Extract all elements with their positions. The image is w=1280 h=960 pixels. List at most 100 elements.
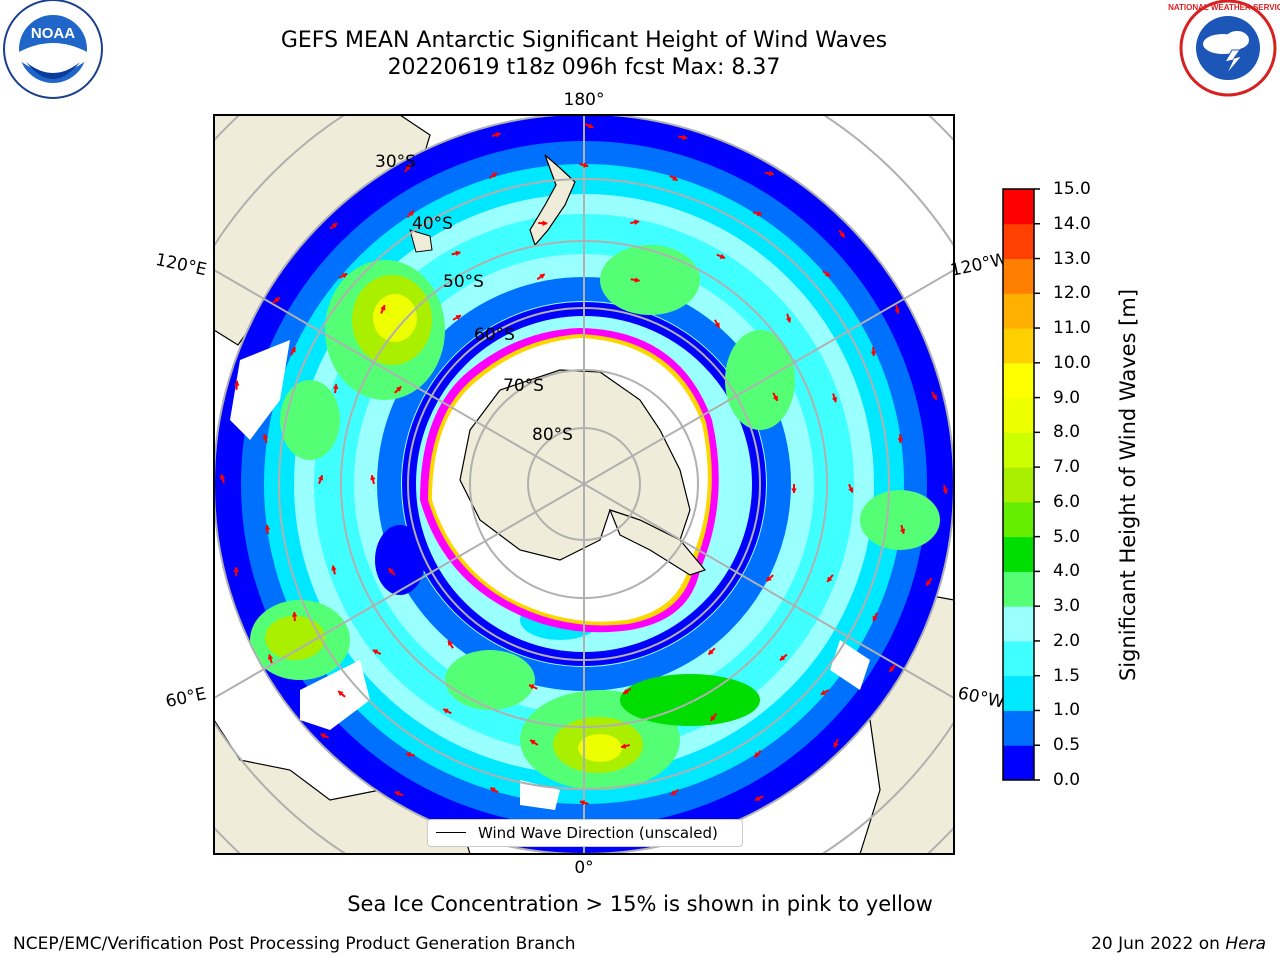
lat-label-40s: 40°S — [412, 214, 453, 234]
legend-label: Wind Wave Direction (unscaled) — [478, 824, 718, 842]
wave-direction-arrowhead — [634, 219, 640, 226]
colorbar-band — [1003, 640, 1034, 677]
colorbar-band — [1003, 293, 1034, 329]
wave-direction-arrowhead — [331, 565, 337, 571]
wave-direction-arrowhead — [681, 134, 688, 141]
wave-direction-arrowhead — [291, 611, 298, 617]
national-weather-service-logo-icon: NATIONAL WEATHER SERVICE — [1168, 0, 1280, 97]
map-legend: Wind Wave Direction (unscaled) — [427, 819, 743, 847]
colorbar-band — [1003, 675, 1034, 711]
lon-label-60w: 60°W — [956, 683, 1006, 712]
wave-direction-arrowhead — [219, 473, 226, 480]
wave-direction-arrowhead — [710, 715, 716, 722]
colorbar-tick-label: 2.0 — [1053, 630, 1081, 651]
colorbar-band — [1003, 710, 1034, 746]
wave-direction-arrowhead — [489, 787, 496, 793]
wave-direction-arrowhead — [634, 277, 641, 283]
wave-direction-arrowhead — [341, 273, 348, 279]
wave-direction-arrowhead — [754, 795, 761, 801]
wave-direction-arrowhead — [719, 253, 726, 259]
colorbar-tick-label: 13.0 — [1053, 248, 1091, 269]
wave-direction-arrowhead — [233, 566, 239, 572]
wave-direction-arrowhead — [233, 380, 240, 386]
lon-label-60e: 60°E — [164, 684, 208, 712]
colorbar-tick-label: 3.0 — [1053, 596, 1081, 617]
colorbar-band — [1003, 571, 1034, 607]
wave-direction-arrowhead — [542, 220, 548, 227]
lat-label-50s: 50°S — [443, 272, 484, 292]
colorbar-band — [1003, 362, 1034, 399]
wind-wave-arrows — [219, 123, 948, 847]
lon-label-180: 180° — [564, 90, 605, 110]
wave-direction-arrowhead — [372, 649, 379, 655]
wave-direction-arrowhead — [831, 396, 838, 403]
wave-direction-arrowhead — [455, 250, 462, 257]
lat-label-30s: 30°S — [375, 152, 416, 172]
wave-direction-arrowhead — [620, 743, 627, 749]
wave-direction-arrowhead — [495, 132, 501, 138]
wave-direction-arrowhead — [622, 688, 629, 695]
wave-direction-arrowhead — [290, 346, 296, 353]
wave-direction-arrowhead — [405, 751, 412, 758]
wave-direction-arrowhead — [833, 742, 839, 749]
wave-direction-arrowhead — [931, 394, 937, 401]
wave-direction-arrowhead — [754, 751, 760, 758]
wave-direction-arrowhead — [824, 271, 831, 277]
lon-label-120w: 120°W — [949, 249, 1010, 281]
svg-text:NATIONAL WEATHER SERVICE: NATIONAL WEATHER SERVICE — [1168, 3, 1280, 12]
colorbar-tick-label: 4.0 — [1053, 561, 1081, 582]
colorbar-tick-label: 1.0 — [1053, 700, 1081, 721]
wave-direction-arrowhead — [889, 666, 895, 673]
wave-direction-arrowhead — [380, 304, 386, 311]
colorbar-tick-label: 14.0 — [1053, 213, 1091, 234]
machine-name: Hera — [1225, 934, 1266, 954]
wave-direction-arrowhead — [337, 690, 344, 697]
credit-text: NCEP/EMC/Verification Post Processing Pr… — [13, 934, 576, 954]
colorbar-tick-label: 0.0 — [1053, 770, 1081, 790]
wave-direction-arrowhead — [672, 175, 678, 181]
wave-direction-arrowhead — [894, 308, 900, 315]
colorbar-band — [1003, 397, 1034, 433]
colorbar-band — [1003, 328, 1034, 364]
colorbar-tick-label: 10.0 — [1053, 352, 1091, 373]
wave-direction-arrowhead — [317, 474, 324, 481]
wave-direction-arrowhead — [528, 684, 535, 690]
date-stamp: 20 Jun 2022 on Hera — [1091, 934, 1266, 954]
wave-direction-arrowhead — [899, 528, 906, 535]
wave-direction-arrowhead — [872, 615, 878, 622]
wave-direction-arrowhead — [388, 568, 394, 574]
colorbar-band — [1003, 745, 1034, 781]
graticule — [214, 115, 954, 854]
wave-direction-arrowhead — [897, 438, 904, 444]
wave-direction-arrowhead — [274, 297, 281, 303]
wave-direction-arrowhead — [455, 315, 462, 321]
lat-label-80s: 80°S — [532, 425, 573, 445]
noaa-logo-icon: NOAA — [3, 0, 103, 99]
wave-direction-arrowhead — [267, 653, 274, 660]
sea-ice-note: Sea Ice Concentration > 15% is shown in … — [347, 892, 933, 916]
chart-title: GEFS MEAN Antarctic Significant Height o… — [280, 28, 888, 53]
wave-direction-arrowhead — [848, 487, 854, 494]
colorbar-band — [1003, 258, 1034, 294]
colorbar-tick-label: 9.0 — [1053, 387, 1081, 408]
wave-direction-arrowhead — [942, 488, 948, 495]
wave-direction-arrowhead — [442, 708, 449, 714]
colorbar-tick-label: 15.0 — [1053, 179, 1091, 199]
wave-direction-arrowhead — [394, 791, 401, 797]
colorbar-tick-label: 1.5 — [1053, 665, 1081, 686]
wave-direction-arrowhead — [714, 322, 720, 329]
wave-direction-arrowhead — [583, 162, 589, 168]
colorbar-tick-label: 11.0 — [1053, 318, 1091, 339]
wave-direction-arrowhead — [331, 222, 338, 229]
wave-direction-arrowhead — [785, 317, 792, 323]
colorbar — [1003, 188, 1040, 781]
wave-direction-arrowhead — [447, 640, 454, 647]
wave-direction-arrowhead — [405, 164, 411, 170]
wave-direction-arrowhead — [395, 386, 402, 392]
colorbar-band — [1003, 189, 1034, 225]
map-frame — [213, 114, 955, 855]
lat-label-70s: 70°S — [503, 376, 544, 396]
colorbar-frame — [1002, 188, 1035, 781]
chart-subtitle: 20220619 t18z 096h fcst Max: 8.37 — [387, 55, 781, 80]
